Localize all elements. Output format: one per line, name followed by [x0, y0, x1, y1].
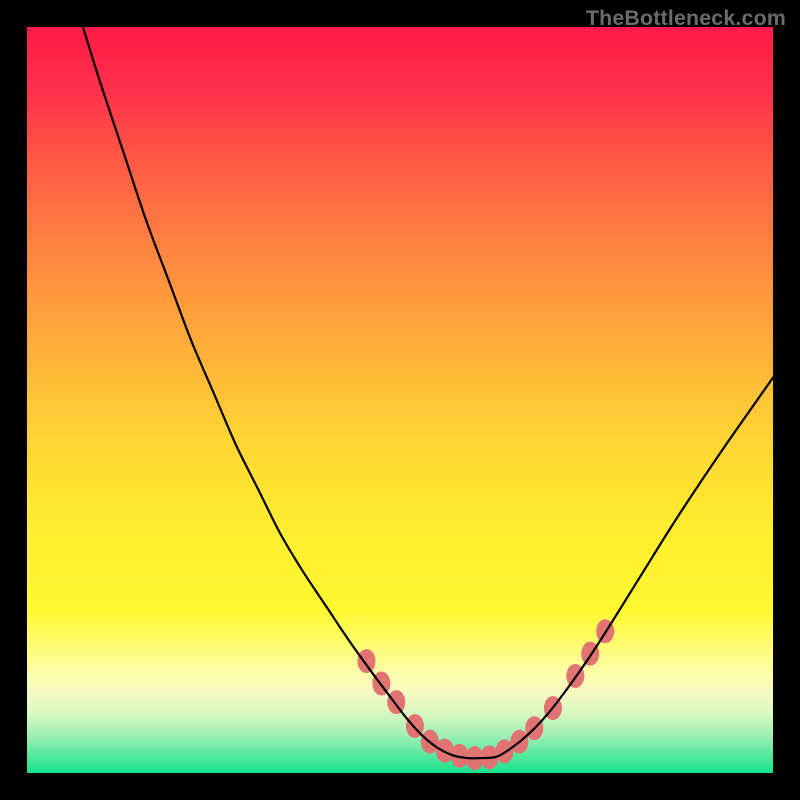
bottleneck-plot	[27, 27, 773, 773]
curve-marker	[357, 649, 375, 673]
chart-frame: TheBottleneck.com	[0, 0, 800, 800]
curve-marker	[387, 690, 405, 714]
plot-background	[27, 27, 773, 773]
